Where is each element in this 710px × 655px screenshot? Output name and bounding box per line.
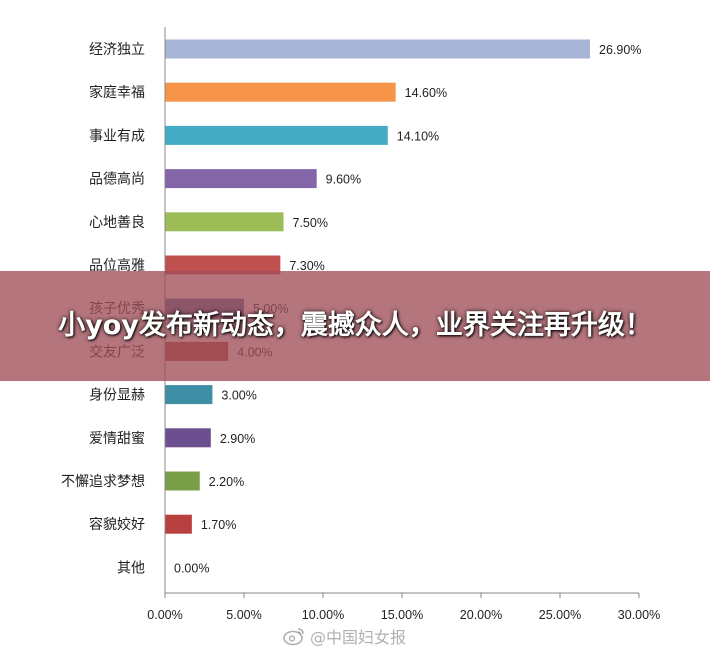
x-tick-label: 30.00%	[618, 608, 660, 622]
category-label: 品位高雅	[89, 257, 145, 274]
watermark: @中国妇女报	[282, 624, 406, 648]
value-label: 2.90%	[220, 432, 255, 446]
bar-12	[165, 514, 192, 534]
value-label: 14.10%	[397, 129, 439, 143]
watermark-text: @中国妇女报	[310, 628, 407, 647]
category-label: 心地善良	[89, 215, 145, 231]
bar-2	[165, 82, 396, 102]
category-label: 容貌姣好	[89, 516, 145, 533]
value-label: 26.90%	[599, 43, 641, 57]
x-tick-label: 15.00%	[381, 608, 423, 622]
x-tick-label: 10.00%	[302, 608, 344, 622]
value-label: 3.00%	[221, 389, 256, 403]
x-tick-label: 20.00%	[460, 608, 502, 622]
category-label: 事业有成	[89, 128, 145, 144]
bar-11	[165, 471, 200, 491]
x-axis: 0.00% 5.00% 10.00% 15.00% 20.00% 25.00% 30.00%	[147, 592, 660, 622]
x-tick-label: 25.00%	[539, 608, 581, 622]
headline-banner: 小yoy发布新动态，震撼众人，业界关注再升级！	[0, 271, 710, 381]
value-label: 9.60%	[326, 173, 361, 187]
bar-4	[165, 169, 317, 189]
value-label: 2.20%	[209, 475, 244, 489]
headline-text: 小yoy发布新动态，震撼众人，业界关注再升级！	[58, 310, 652, 341]
bar-1	[165, 39, 591, 59]
category-label: 身份显赫	[89, 388, 145, 404]
bar-6	[165, 255, 281, 275]
bar-3	[165, 125, 388, 145]
category-label: 经济独立	[89, 42, 145, 58]
category-label: 家庭幸福	[89, 84, 145, 101]
bar-5	[165, 212, 284, 232]
bar-9	[165, 385, 213, 405]
category-label: 爱情甜蜜	[89, 431, 145, 447]
value-label: 14.60%	[405, 86, 447, 100]
value-label: 1.70%	[201, 518, 236, 532]
x-tick-label: 0.00%	[147, 608, 182, 622]
value-labels: 26.90%14.60%14.10%9.60%7.50%7.30%5.00%4.…	[174, 43, 641, 575]
value-label: 7.50%	[293, 216, 328, 230]
x-tick-label: 5.00%	[226, 608, 261, 622]
category-label: 不懈追求梦想	[61, 473, 145, 490]
value-label: 0.00%	[174, 561, 209, 575]
weibo-icon	[283, 628, 304, 646]
value-label: 7.30%	[289, 259, 324, 273]
category-label: 品德高尚	[89, 171, 145, 188]
category-label: 其他	[117, 560, 145, 576]
bar-10	[165, 428, 211, 448]
